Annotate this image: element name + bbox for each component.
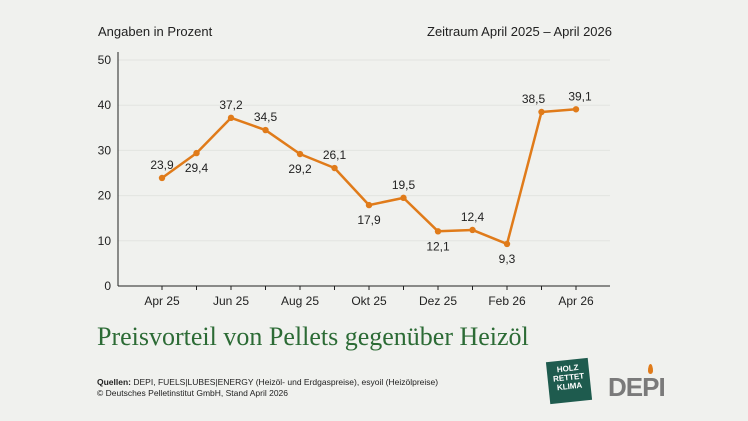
data-point	[365, 201, 373, 209]
data-point	[572, 106, 580, 113]
data-point	[296, 150, 304, 158]
data-label: 19,5	[392, 178, 416, 192]
data-label: 34,5	[254, 110, 278, 124]
data-point	[158, 174, 166, 182]
depi-logo: DEPI	[608, 372, 666, 402]
data-label: 23,9	[150, 158, 174, 172]
y-tick-label: 20	[98, 189, 112, 203]
sources-label: Quellen:	[97, 377, 132, 387]
y-tick-label: 40	[98, 98, 112, 112]
y-tick-label: 30	[98, 143, 112, 157]
data-label: 17,9	[357, 213, 381, 227]
copyright: © Deutsches Pelletinstitut GmbH, Stand A…	[97, 388, 288, 398]
data-label: 12,4	[461, 210, 485, 224]
data-point	[227, 114, 235, 122]
data-point	[400, 194, 407, 202]
x-tick-label: Aug 25	[281, 294, 319, 308]
data-point	[469, 226, 476, 234]
x-tick-label: Apr 25	[144, 294, 180, 308]
data-label: 37,2	[219, 98, 243, 112]
holz-rettet-klima-logo: HOLZ RETTET KLIMA	[545, 357, 593, 405]
x-tick-label: Jun 25	[213, 294, 249, 308]
data-label: 26,1	[323, 148, 347, 162]
data-point	[262, 126, 269, 134]
unit-label: Angaben in Prozent	[98, 24, 213, 39]
y-tick-label: 0	[104, 279, 111, 293]
chart-title: Preisvorteil von Pellets gegenüber Heizö…	[97, 322, 529, 351]
data-point	[434, 228, 442, 235]
data-label: 39,1	[568, 89, 592, 103]
data-label: 12,1	[426, 239, 450, 253]
data-label: 29,2	[288, 162, 312, 176]
data-point	[503, 240, 511, 248]
flame-icon	[648, 364, 653, 374]
sources: Quellen: DEPI, FUELS|LUBES|ENERGY (Heizö…	[97, 377, 438, 399]
period-label: Zeitraum April 2025 – April 2026	[427, 24, 612, 39]
x-tick-label: Feb 26	[488, 294, 526, 308]
sources-text: DEPI, FUELS|LUBES|ENERGY (Heizöl- und Er…	[131, 377, 439, 387]
data-point	[331, 164, 338, 172]
data-label: 29,4	[185, 161, 209, 175]
data-point	[538, 108, 545, 116]
data-point	[193, 149, 200, 157]
data-label: 38,5	[522, 92, 546, 106]
x-tick-label: Apr 26	[558, 294, 594, 308]
x-tick-label: Okt 25	[351, 294, 387, 308]
y-tick-label: 10	[98, 234, 112, 248]
x-tick-label: Dez 25	[419, 294, 457, 308]
y-tick-label: 50	[98, 53, 112, 67]
data-label: 9,3	[499, 252, 516, 266]
